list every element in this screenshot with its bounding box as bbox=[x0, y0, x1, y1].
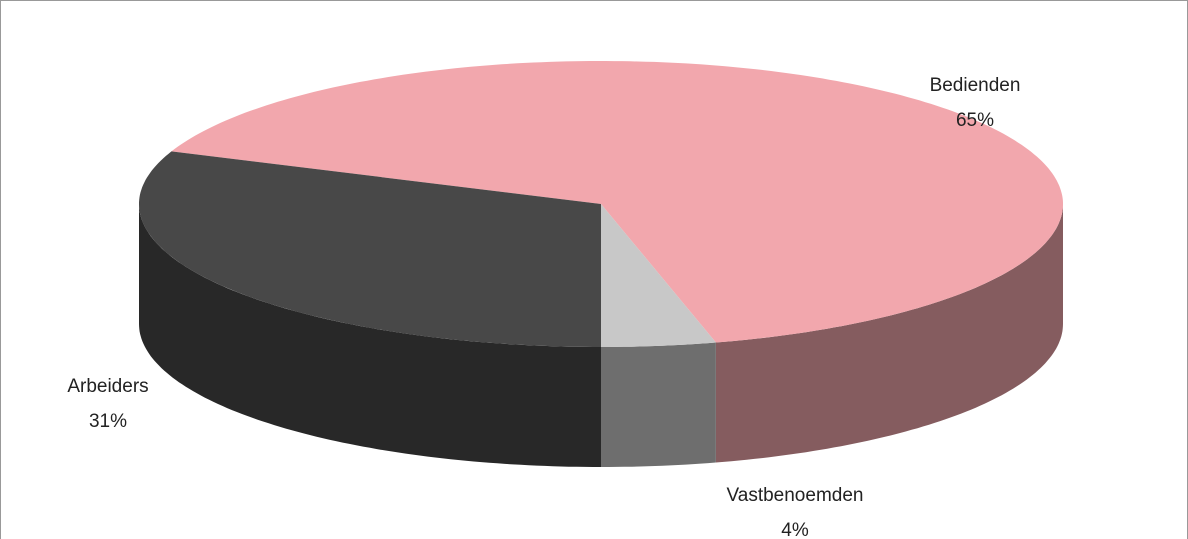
slice-label: Vastbenoemden bbox=[727, 485, 864, 506]
slice-value-label: 65% bbox=[956, 110, 994, 131]
slice-side bbox=[601, 342, 716, 467]
slice-label: Arbeiders bbox=[67, 376, 148, 397]
slice-label: Bedienden bbox=[930, 75, 1021, 96]
pie-sides bbox=[139, 204, 1063, 467]
slice-value-label: 31% bbox=[89, 411, 127, 432]
pie-labels: Bedienden 65% Vastbenoemden 4% Arbeiders 31% bbox=[67, 75, 1020, 539]
slice bbox=[139, 151, 601, 347]
slice-value-label: 4% bbox=[781, 520, 809, 539]
slice-side bbox=[715, 204, 1063, 463]
slice-side bbox=[139, 204, 601, 467]
pie-tops bbox=[139, 61, 1063, 347]
slice bbox=[601, 204, 716, 347]
slice bbox=[171, 61, 1063, 343]
